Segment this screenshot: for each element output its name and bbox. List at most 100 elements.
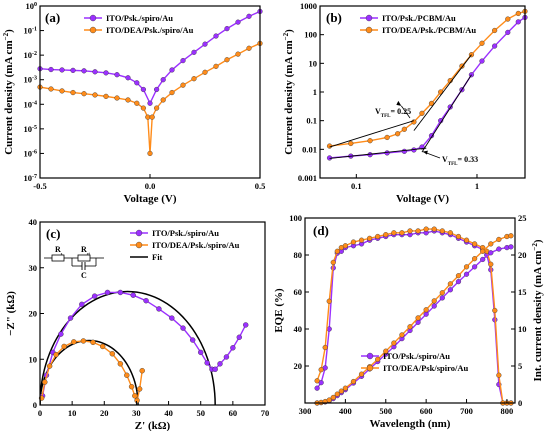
panel-a-series-2-point (149, 114, 155, 120)
panel-b-series-2-point (395, 131, 401, 137)
panel-a-xlabel: Voltage (V) (123, 193, 176, 205)
panel-d-series-2-point (496, 372, 502, 378)
panel-a-series-1-point (103, 70, 109, 76)
panel-c-series-1-point (230, 345, 236, 351)
panel-c-ylabel: −Z" (kΩ) (5, 291, 17, 336)
panel-c-frame (39, 221, 266, 406)
panel-a-series-2-point (154, 105, 160, 111)
panel-c-series-1-point (217, 361, 223, 367)
panel-d-xtick-label: 500 (379, 406, 392, 416)
panel-c-series-2-point (139, 367, 145, 374)
panel-d-series-2-point (488, 261, 494, 267)
panel-c-xtick-label: 60 (229, 408, 238, 418)
circuit-label-rs-main: R (55, 245, 61, 254)
panel-d-series-2-point (472, 241, 478, 247)
circuit-label-rct: Rct (81, 245, 91, 256)
panel-d-series-2-point (391, 230, 397, 236)
panel-b-series-2-point (428, 100, 435, 107)
panel-b-fit-line-2 (413, 54, 472, 131)
panel-c-xtick-label: 20 (100, 408, 109, 418)
panel-d-series-3-point (488, 250, 494, 256)
panel-b-annotation-1-rest: = 0.25 (391, 107, 412, 116)
panel-b-series-2-point (367, 138, 373, 144)
panel-d-series-2-point (314, 378, 320, 384)
panel-b-ylabel-end: ) (283, 29, 295, 33)
panel-a-ytick-base: 10 (24, 26, 33, 36)
circuit-label-c: C (81, 271, 87, 280)
panel-d-series-3-point (480, 256, 486, 263)
panel-c-label: (c) (46, 226, 60, 241)
panel-c-series-1-point (104, 289, 111, 296)
panel-a-series-1-point (125, 75, 131, 81)
panel-d-series-2-point (415, 228, 421, 234)
panel-d-series-4-point (496, 236, 502, 243)
panel-c-series-2-point (42, 379, 48, 385)
panel-d-series-2-point (330, 259, 336, 266)
panel-d-ytick-right-label: 0 (518, 398, 522, 408)
panel-c-ytick-label: 40 (29, 217, 38, 227)
panel-a-ytick-exp: -2 (32, 51, 37, 57)
panel-a-series-1-point (92, 69, 98, 75)
panel-d-series-2-point (350, 239, 357, 245)
panel-d-series-2-point (463, 237, 470, 243)
panel-d-ytick-right-label: 20 (518, 250, 527, 260)
panel-d-frame (304, 217, 516, 404)
panel-d-ytick-right-label: 10 (518, 324, 527, 334)
panel-d-series-4-point (330, 394, 336, 401)
panel-d-series-4-point (431, 298, 437, 304)
panel-d-series-2-line (316, 228, 511, 403)
panel-a-xtick-label: -0.5 (33, 181, 46, 191)
panel-d-series-2-point (326, 298, 332, 304)
panel-d-ytick-label: 100 (289, 213, 302, 223)
panel-b-series-2-point (515, 10, 521, 17)
panel-a-ytick-label: 10-4 (24, 99, 38, 109)
panel-a-ytick-base: 10 (24, 75, 33, 85)
panel-a-series-2-point (48, 86, 54, 92)
panel-b-ylabel-sup: −2 (282, 32, 290, 40)
circuit-resistor-rs (51, 254, 65, 262)
panel-c: 0 10 20 30 40 50 60 70 0 10 20 30 40 (c) Z' (kΩ) −Z" (k… (5, 217, 269, 431)
panel-a-series-1-point (160, 77, 166, 83)
panel-d-series-4-point (391, 340, 397, 346)
panel-b-annotation-2-arrowhead (422, 150, 428, 155)
panel-a-series-2-point (202, 69, 208, 75)
panel-a-series-1-point (81, 68, 87, 74)
panel-c-xlabel: Z' (kΩ) (135, 420, 171, 431)
panel-d-ytick-label: 20 (294, 361, 303, 371)
panel-d-xtick-label: 300 (299, 406, 312, 416)
panel-a-series-1-point (202, 41, 208, 47)
panel-c-series-2-point (132, 393, 138, 399)
panel-d-series-4-point (350, 378, 357, 385)
panel-a-series-1-point (48, 66, 54, 73)
panel-d-series-4-point (480, 248, 486, 254)
panel-d-series-2-point (383, 232, 389, 238)
panel-b-series-2-point (492, 27, 498, 34)
panel-a-frame (39, 5, 261, 179)
panel-b-frame (319, 5, 526, 179)
panel-a-series-1-point (154, 86, 160, 93)
panel-b-legend-2-swatch-marker (365, 26, 373, 34)
panel-a-series-2-point (191, 76, 197, 82)
panel-d-series-2-point (342, 243, 348, 249)
panel-b-series-1-point (505, 29, 511, 36)
panel-a-xtick-label: 0.5 (255, 181, 266, 191)
panel-b-annotation-2-sub: TFL (448, 162, 458, 167)
panel-b-series-2-line (329, 10, 525, 147)
panel-d-ylabel: EQE (%) (273, 288, 285, 333)
circuit-resistor-rct (77, 254, 91, 262)
panel-d-series-4-point (383, 348, 389, 354)
panel-a-series-1-point (59, 67, 65, 73)
panel-b-fit-line-1 (329, 120, 415, 148)
panel-a-ytick-label: 10-1 (24, 26, 38, 36)
panel-c-series-1-point (58, 331, 64, 337)
panel-a-ytick-exp: 0 (34, 2, 37, 8)
panel-b-ylabel-main: Current density (mA cm (283, 40, 295, 154)
panel-b-series-2-point (419, 110, 425, 116)
panel-c-series-2-line (40, 340, 143, 403)
panel-a-ytick-base: 10 (24, 124, 33, 134)
panel-c-series-2-point (124, 372, 130, 378)
panel-a-series-2-point (180, 82, 186, 88)
panel-d-label: (d) (313, 223, 329, 238)
panel-d-series-4-point (472, 256, 478, 262)
panel-d-series-3-point (447, 287, 453, 293)
